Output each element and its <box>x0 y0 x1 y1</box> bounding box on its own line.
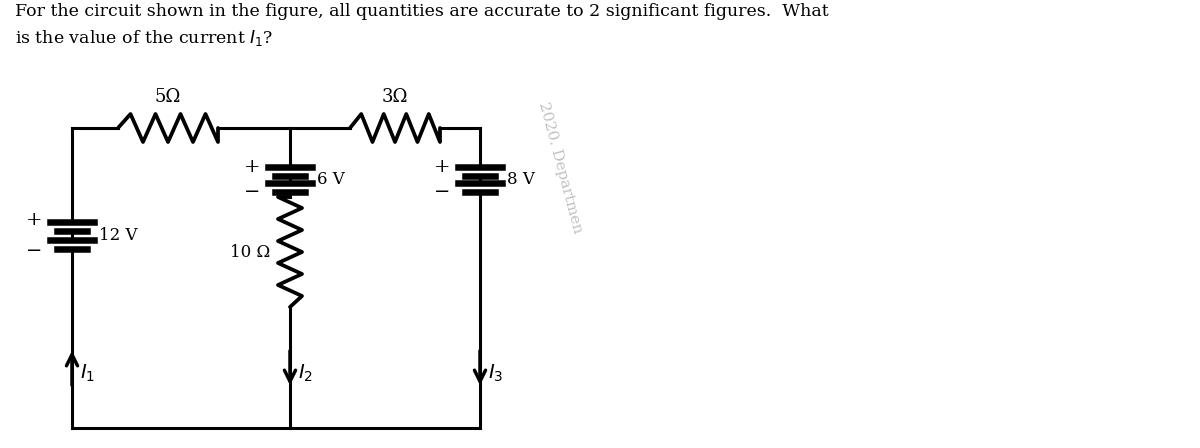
Text: 5Ω: 5Ω <box>155 88 181 106</box>
Text: $I_1$: $I_1$ <box>80 362 95 383</box>
Text: $I_2$: $I_2$ <box>298 362 313 383</box>
Text: 12 V: 12 V <box>98 227 138 244</box>
Text: +: + <box>244 158 260 176</box>
Text: +: + <box>25 211 42 229</box>
Text: 8 V: 8 V <box>508 171 535 188</box>
Text: −: − <box>433 183 450 201</box>
Text: is the value of the current $I_1$?: is the value of the current $I_1$? <box>14 28 274 48</box>
Text: 3Ω: 3Ω <box>382 88 408 106</box>
Text: 6 V: 6 V <box>317 171 344 188</box>
Text: −: − <box>25 242 42 260</box>
Text: 10 Ω: 10 Ω <box>229 244 270 260</box>
Text: −: − <box>244 183 260 201</box>
Text: 2020. Departmen: 2020. Departmen <box>535 101 584 235</box>
Text: +: + <box>433 158 450 176</box>
Text: For the circuit shown in the figure, all quantities are accurate to 2 significan: For the circuit shown in the figure, all… <box>14 3 829 20</box>
Text: $I_3$: $I_3$ <box>488 362 503 383</box>
